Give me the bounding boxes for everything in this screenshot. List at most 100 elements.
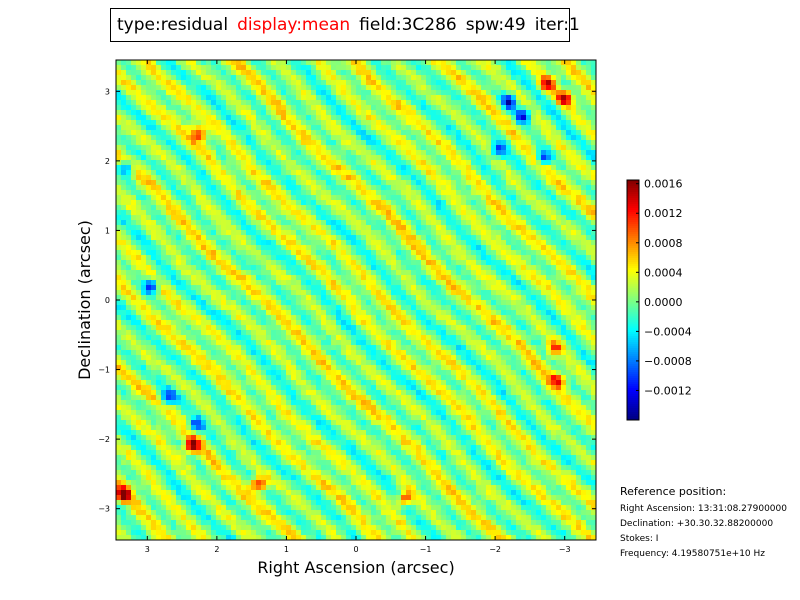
heatmap-cell — [261, 265, 267, 271]
heatmap-cell — [186, 65, 192, 71]
heatmap-cell — [416, 230, 422, 236]
heatmap-cell — [141, 275, 147, 281]
heatmap-cell — [386, 235, 392, 241]
heatmap-cell — [431, 65, 437, 71]
heatmap-cell — [576, 220, 582, 226]
heatmap-cell — [511, 95, 517, 101]
heatmap-cell — [116, 285, 122, 291]
heatmap-cell — [306, 255, 312, 261]
heatmap-cell — [116, 180, 122, 186]
heatmap-cell — [221, 185, 227, 191]
heatmap-cell — [391, 70, 397, 76]
heatmap-cell — [531, 270, 537, 276]
heatmap-cell — [471, 215, 477, 221]
heatmap-cell — [131, 120, 137, 126]
heatmap-cell — [586, 290, 592, 296]
heatmap-cell — [231, 315, 237, 321]
heatmap-cell — [286, 250, 292, 256]
heatmap-cell — [251, 75, 257, 81]
heatmap-cell — [356, 310, 362, 316]
heatmap-cell — [471, 130, 477, 136]
heatmap-cell — [526, 240, 532, 246]
heatmap-cell — [491, 145, 497, 151]
heatmap-cell — [386, 85, 392, 91]
heatmap-cell — [396, 110, 402, 116]
heatmap-cell — [341, 75, 347, 81]
heatmap-cell — [166, 180, 172, 186]
heatmap-cell — [161, 215, 167, 221]
heatmap-cell — [281, 285, 287, 291]
heatmap-cell — [501, 120, 507, 126]
heatmap-cell — [411, 115, 417, 121]
heatmap-cell — [496, 205, 502, 211]
heatmap-cell — [186, 300, 192, 306]
heatmap-cell — [236, 95, 242, 101]
heatmap-cell — [356, 150, 362, 156]
heatmap-cell — [421, 260, 427, 266]
heatmap-cell — [361, 295, 367, 301]
heatmap-cell — [581, 260, 587, 266]
heatmap-cell — [551, 135, 557, 141]
heatmap-cell — [166, 120, 172, 126]
heatmap-cell — [151, 160, 157, 166]
heatmap-cell — [511, 100, 517, 106]
heatmap-cell — [536, 265, 542, 271]
heatmap-cell — [281, 145, 287, 151]
heatmap-cell — [141, 70, 147, 76]
heatmap-cell — [166, 220, 172, 226]
heatmap-cell — [371, 260, 377, 266]
heatmap-cell — [326, 80, 332, 86]
heatmap-cell — [171, 65, 177, 71]
heatmap-cell — [396, 220, 402, 226]
heatmap-cell — [161, 265, 167, 271]
heatmap-cell — [286, 230, 292, 236]
heatmap-cell — [361, 265, 367, 271]
heatmap-cell — [121, 300, 127, 306]
heatmap-cell — [286, 110, 292, 116]
heatmap-cell — [116, 225, 122, 231]
heatmap-cell — [421, 100, 427, 106]
heatmap-cell — [476, 120, 482, 126]
heatmap-cell — [441, 150, 447, 156]
heatmap-cell — [396, 60, 402, 66]
heatmap-cell — [171, 185, 177, 191]
heatmap-cell — [481, 175, 487, 181]
heatmap-cell — [136, 180, 142, 186]
heatmap-cell — [156, 120, 162, 126]
heatmap-cell — [321, 315, 327, 321]
heatmap-cell — [186, 230, 192, 236]
heatmap-cell — [536, 230, 542, 236]
heatmap-cell — [436, 140, 442, 146]
heatmap-cell — [376, 140, 382, 146]
heatmap-cell — [361, 220, 367, 226]
heatmap-cell — [316, 125, 322, 131]
heatmap-cell — [401, 210, 407, 216]
heatmap-cell — [536, 245, 542, 251]
heatmap-cell — [236, 210, 242, 216]
heatmap-cell — [286, 155, 292, 161]
heatmap-cell — [516, 250, 522, 256]
heatmap-cell — [331, 190, 337, 196]
heatmap-cell — [136, 245, 142, 251]
heatmap-cell — [301, 135, 307, 141]
heatmap-cell — [561, 255, 567, 261]
heatmap-cell — [306, 225, 312, 231]
heatmap-cell — [161, 175, 167, 181]
heatmap-cell — [171, 125, 177, 131]
heatmap-cell — [471, 135, 477, 141]
heatmap-cell — [591, 60, 596, 66]
heatmap-cell — [371, 115, 377, 121]
heatmap-cell — [126, 235, 132, 241]
heatmap-cell — [216, 225, 222, 231]
heatmap-cell — [396, 235, 402, 241]
heatmap-cell — [141, 125, 147, 131]
heatmap-cell — [226, 205, 232, 211]
heatmap-cell — [396, 100, 402, 106]
heatmap-cell — [226, 220, 232, 226]
heatmap-cell — [186, 140, 192, 146]
heatmap-cell — [341, 230, 347, 236]
heatmap-cell — [246, 170, 252, 176]
heatmap-cell — [336, 165, 342, 171]
heatmap-cell — [446, 230, 452, 236]
heatmap-cell — [181, 225, 187, 231]
